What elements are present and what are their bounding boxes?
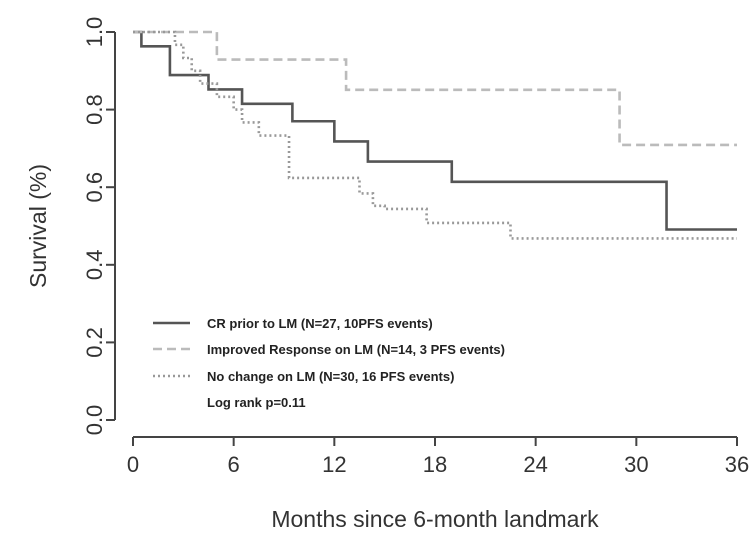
y-tick-label: 0.0 (82, 405, 107, 436)
x-tick-label: 6 (228, 452, 240, 477)
y-axis-title: Survival (%) (25, 164, 51, 288)
legend-label-3: No change on LM (N=30, 16 PFS events) (207, 369, 454, 384)
y-tick-label: 0.4 (82, 250, 107, 281)
legend-note: Log rank p=0.11 (207, 395, 306, 410)
x-tick-label: 0 (127, 452, 139, 477)
y-tick-label: 0.8 (82, 94, 107, 125)
x-tick-label: 24 (523, 452, 547, 477)
y-tick-label: 0.6 (82, 172, 107, 203)
legend-label-2: Improved Response on LM (N=14, 3 PFS eve… (207, 342, 505, 357)
x-tick-label: 30 (624, 452, 648, 477)
x-axis-title: Months since 6-month landmark (271, 506, 599, 532)
y-tick-label: 1.0 (82, 17, 107, 48)
series-line-3 (133, 30, 737, 240)
x-tick-label: 12 (322, 452, 346, 477)
series-line-2 (133, 30, 737, 147)
series-layer (133, 30, 737, 240)
x-tick-label: 36 (725, 452, 749, 477)
axes: 0 6 12 18 24 30 36 0.0 0.2 0.4 0.6 0.8 1.0 (82, 17, 749, 477)
legend-label-1: CR prior to LM (N=27, 10PFS events) (207, 316, 433, 331)
legend: CR prior to LM (N=27, 10PFS events) Impro… (153, 316, 505, 410)
y-tick-label: 0.2 (82, 327, 107, 358)
x-tick-label: 18 (423, 452, 447, 477)
series-line-1 (133, 30, 737, 231)
